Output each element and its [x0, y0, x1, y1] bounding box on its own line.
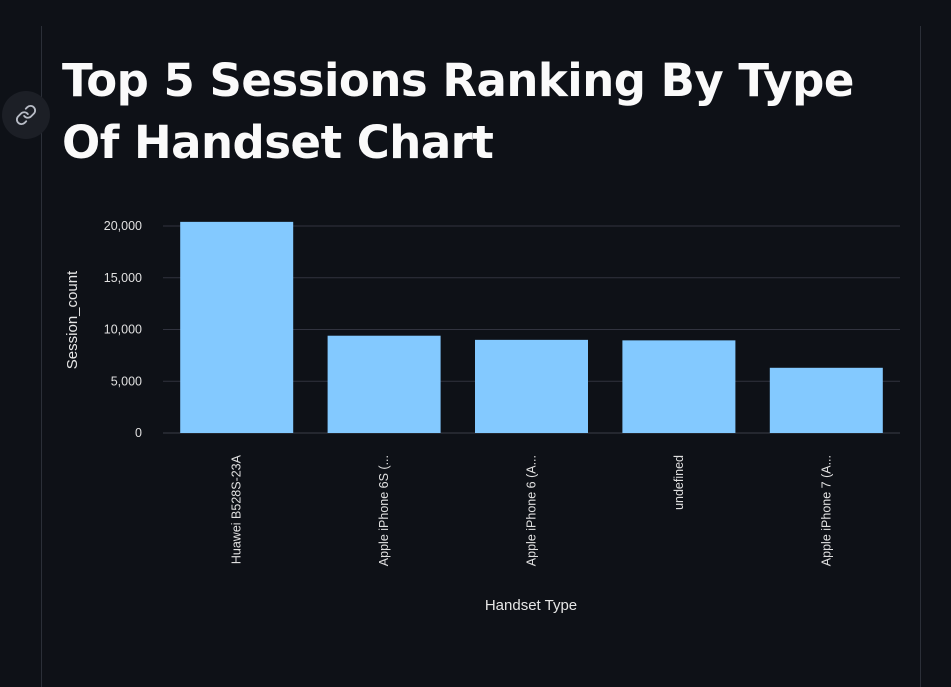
- bar[interactable]: [327, 335, 441, 433]
- y-axis-ticks: 0 5,000 10,000 15,000 20,000: [104, 219, 142, 440]
- header-anchor-button[interactable]: [2, 91, 50, 139]
- bars: [180, 221, 883, 433]
- y-tick-label: 15,000: [104, 271, 142, 285]
- x-tick-label: Huawei B528S-23A: [230, 454, 244, 564]
- x-tick-label: Apple iPhone 6 (A...: [525, 455, 539, 566]
- right-border: [920, 26, 921, 687]
- y-tick-label: 20,000: [104, 219, 142, 233]
- y-tick-label: 0: [135, 426, 142, 440]
- x-tick-label: undefined: [672, 455, 686, 510]
- y-tick-label: 10,000: [104, 323, 142, 337]
- link-icon: [15, 104, 37, 126]
- page-title: Top 5 Sessions Ranking By Type Of Handse…: [62, 54, 854, 169]
- y-tick-label: 5,000: [111, 374, 142, 388]
- x-tick-label: Apple iPhone 6S (...: [377, 455, 391, 566]
- x-axis-ticks: Huawei B528S-23A Apple iPhone 6S (... Appl…: [230, 454, 834, 566]
- left-border: [41, 26, 42, 687]
- y-axis-title: Session_count: [64, 270, 81, 369]
- bar[interactable]: [622, 340, 736, 433]
- bar[interactable]: [769, 367, 883, 433]
- x-tick-label: Apple iPhone 7 (A...: [819, 455, 833, 566]
- bar[interactable]: [180, 221, 294, 433]
- x-axis-title: Handset Type: [485, 597, 577, 614]
- bar[interactable]: [475, 339, 588, 433]
